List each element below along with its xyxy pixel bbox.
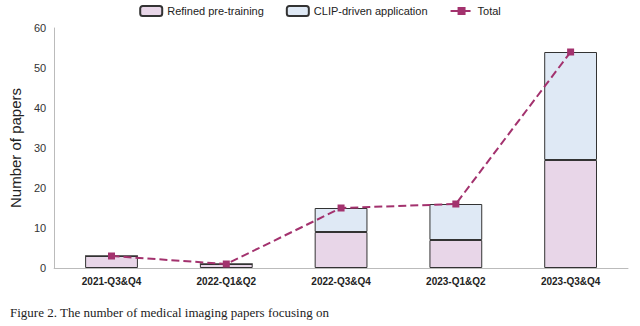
svg-text:30: 30 — [34, 142, 46, 154]
svg-text:CLIP-driven application: CLIP-driven application — [314, 5, 428, 17]
svg-text:10: 10 — [34, 222, 46, 234]
svg-text:2021-Q3&Q4: 2021-Q3&Q4 — [82, 276, 142, 287]
svg-text:2022-Q3&Q4: 2022-Q3&Q4 — [311, 276, 371, 287]
svg-text:Number of papers: Number of papers — [7, 88, 24, 208]
svg-text:50: 50 — [34, 62, 46, 74]
svg-text:2023-Q1&Q2: 2023-Q1&Q2 — [426, 276, 486, 287]
svg-text:2022-Q1&Q2: 2022-Q1&Q2 — [197, 276, 257, 287]
svg-text:2023-Q3&Q4: 2023-Q3&Q4 — [541, 276, 601, 287]
svg-text:40: 40 — [34, 102, 46, 114]
svg-text:0: 0 — [40, 262, 46, 274]
svg-text:Total: Total — [478, 5, 501, 17]
svg-text:Figure 2. The number of medica: Figure 2. The number of medical imaging … — [10, 305, 329, 320]
svg-text:Refined pre-training: Refined pre-training — [167, 5, 264, 17]
svg-text:60: 60 — [34, 22, 46, 34]
svg-text:20: 20 — [34, 182, 46, 194]
